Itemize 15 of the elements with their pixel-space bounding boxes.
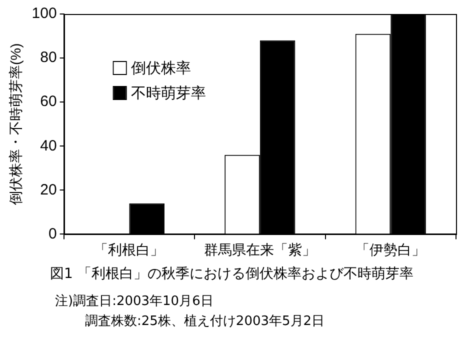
x-tick-label: 「伊勢白」 (356, 241, 426, 258)
y-tick-label: 100 (32, 5, 57, 22)
text: 調査株数:25株、植え付け2003年5月2日 (85, 313, 325, 330)
x-tick-label: 群馬県在来「紫」 (204, 241, 316, 258)
y-tick-label: 60 (40, 93, 57, 110)
x-tick-label: 「利根白」 (94, 241, 164, 258)
y-tick-label: 20 (40, 181, 57, 198)
y-tick-label: 40 (40, 137, 57, 154)
text: 図1 「利根白」の秋季における倒伏株率および不時萌芽率 (50, 265, 414, 283)
legend-label: 不時萌芽率 (130, 85, 206, 102)
y-tick-label: 0 (48, 225, 57, 242)
y-tick-label: 80 (40, 49, 57, 66)
legend-label: 倒伏株率 (130, 60, 191, 78)
y-axis-title: 倒伏株率・不時萌芽率(%) (7, 43, 24, 205)
text: 注)調査日:2003年10月6日 (55, 293, 214, 310)
